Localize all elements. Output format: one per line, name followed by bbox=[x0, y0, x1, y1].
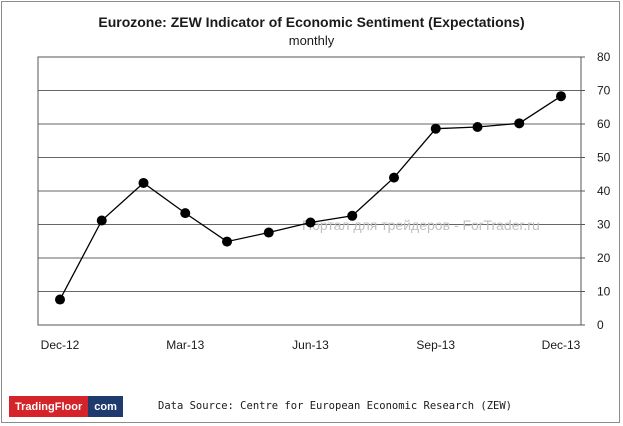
tradingfloor-logo: TradingFloor com bbox=[9, 396, 123, 417]
logo-part-com: com bbox=[88, 396, 123, 417]
y-tick-label: 80 bbox=[597, 50, 611, 64]
chart-title: Eurozone: ZEW Indicator of Economic Sent… bbox=[98, 14, 525, 30]
data-point bbox=[347, 210, 358, 221]
chart-subtitle: monthly bbox=[288, 33, 335, 48]
data-point bbox=[96, 215, 107, 226]
x-tick-label: Dec-12 bbox=[41, 338, 80, 352]
data-point bbox=[305, 217, 316, 228]
y-tick-label: 40 bbox=[597, 184, 611, 198]
data-point bbox=[556, 91, 566, 102]
data-point bbox=[263, 227, 274, 238]
x-tick-label: Sep-13 bbox=[416, 338, 455, 352]
data-point bbox=[180, 208, 191, 219]
data-point bbox=[514, 118, 525, 129]
data-point bbox=[222, 236, 232, 247]
data-point bbox=[430, 123, 441, 134]
y-tick-label: 10 bbox=[597, 285, 611, 299]
logo-part-tradingfloor: TradingFloor bbox=[9, 396, 89, 417]
data-point bbox=[389, 172, 399, 183]
series-line bbox=[59, 95, 562, 300]
y-tick-label: 20 bbox=[597, 251, 611, 265]
x-tick-label: Dec-13 bbox=[542, 338, 581, 352]
data-source-note: Data Source: Centre for European Economi… bbox=[158, 400, 513, 412]
watermark-text: Портал для трейдеров - ForTrader.ru bbox=[302, 217, 540, 233]
data-point bbox=[55, 294, 65, 305]
x-tick-label: Mar-13 bbox=[166, 338, 204, 352]
data-point bbox=[472, 122, 483, 133]
data-point bbox=[138, 177, 149, 188]
x-tick-label: Jun-13 bbox=[292, 338, 329, 352]
y-tick-label: 50 bbox=[597, 151, 611, 165]
y-tick-label: 30 bbox=[597, 218, 611, 232]
y-tick-label: 60 bbox=[597, 117, 611, 131]
y-tick-label: 70 bbox=[597, 84, 611, 98]
y-tick-label: 0 bbox=[597, 318, 604, 332]
